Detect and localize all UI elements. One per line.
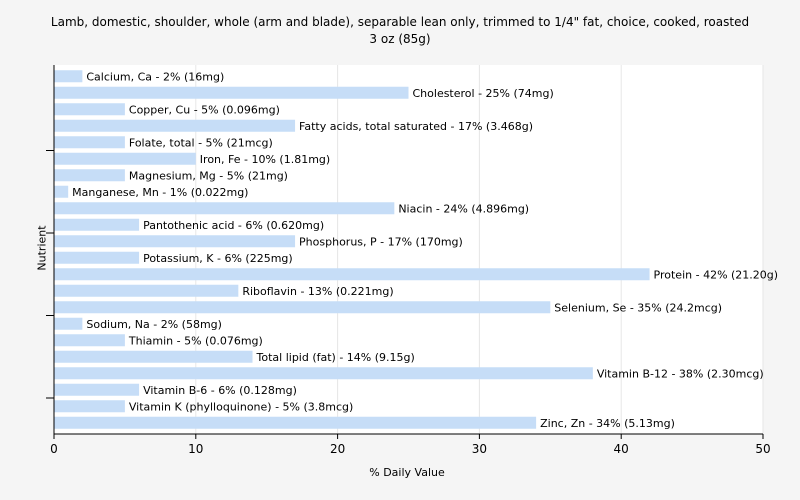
data-label: Manganese, Mn - 1% (0.022mg) xyxy=(72,186,248,199)
bar xyxy=(54,367,593,380)
data-label: Protein - 42% (21.20g) xyxy=(654,268,779,281)
bar xyxy=(54,416,537,429)
bar xyxy=(54,202,395,215)
bar xyxy=(54,169,125,182)
x-tick-label: 40 xyxy=(614,442,629,456)
data-label: Folate, total - 5% (21mcg) xyxy=(129,136,273,149)
data-label: Vitamin B-6 - 6% (0.128mg) xyxy=(143,384,297,397)
data-label: Vitamin B-12 - 38% (2.30mcg) xyxy=(597,367,764,380)
x-tick-label: 30 xyxy=(472,442,487,456)
x-tick-label: 50 xyxy=(755,442,770,456)
data-label: Niacin - 24% (4.896mg) xyxy=(398,202,529,215)
bar xyxy=(54,334,125,347)
bar xyxy=(54,251,140,264)
bar xyxy=(54,136,125,149)
data-label: Potassium, K - 6% (225mg) xyxy=(143,252,293,265)
x-tick-label: 0 xyxy=(50,442,58,456)
x-tick-label: 10 xyxy=(188,442,203,456)
data-label: Selenium, Se - 35% (24.2mcg) xyxy=(554,301,722,314)
bar xyxy=(54,301,551,314)
bar xyxy=(54,185,69,198)
data-label: Iron, Fe - 10% (1.81mg) xyxy=(200,153,330,166)
bar xyxy=(54,218,140,231)
chart-title: Lamb, domestic, shoulder, whole (arm and… xyxy=(50,15,750,29)
x-tick-label: 20 xyxy=(330,442,345,456)
bar xyxy=(54,152,196,165)
bar xyxy=(54,268,650,281)
bar xyxy=(54,350,253,363)
data-label: Cholesterol - 25% (74mg) xyxy=(413,87,554,100)
data-label: Pantothenic acid - 6% (0.620mg) xyxy=(143,219,324,232)
data-label: Phosphorus, P - 17% (170mg) xyxy=(299,235,463,248)
data-label: Fatty acids, total saturated - 17% (3.46… xyxy=(299,120,533,133)
bar xyxy=(54,70,83,83)
data-label: Calcium, Ca - 2% (16mg) xyxy=(86,70,224,83)
data-label: Magnesium, Mg - 5% (21mg) xyxy=(129,169,288,182)
data-label: Total lipid (fat) - 14% (9.15g) xyxy=(256,351,415,364)
bar xyxy=(54,103,125,116)
bar xyxy=(54,86,409,99)
data-label: Sodium, Na - 2% (58mg) xyxy=(86,318,222,331)
bar xyxy=(54,284,239,297)
data-label: Thiamin - 5% (0.076mg) xyxy=(128,334,263,347)
chart-subtitle: 3 oz (85g) xyxy=(369,32,431,46)
bar xyxy=(54,400,125,413)
bar xyxy=(54,317,83,330)
x-axis-label: % Daily Value xyxy=(369,466,445,479)
data-label: Vitamin K (phylloquinone) - 5% (3.8mcg) xyxy=(129,400,353,413)
bar xyxy=(54,119,296,132)
data-label: Copper, Cu - 5% (0.096mg) xyxy=(129,103,280,116)
data-label: Riboflavin - 13% (0.221mg) xyxy=(242,285,393,298)
data-label: Zinc, Zn - 34% (5.13mg) xyxy=(540,417,675,430)
bar xyxy=(54,235,296,248)
bar xyxy=(54,383,140,396)
